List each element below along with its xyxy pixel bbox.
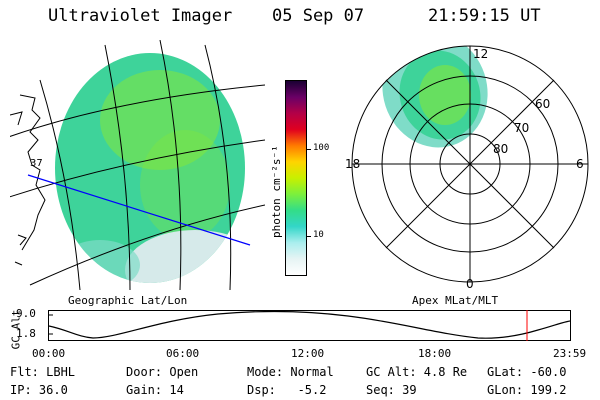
info-geo-latitude: GLat: -60.0 xyxy=(487,365,567,379)
info-mode: Mode: Normal xyxy=(247,365,334,379)
colorbar-tick-100: 100 xyxy=(313,143,330,153)
time-tick-1800: 18:00 xyxy=(418,347,452,360)
geographic-grid xyxy=(10,40,265,290)
info-filter: Flt: LBHL xyxy=(10,365,76,379)
time-tick-0000: 00:00 xyxy=(32,347,66,360)
altitude-curve xyxy=(48,310,571,339)
info-gc-altitude: GC Alt: 4.8 Re xyxy=(366,365,468,379)
info-geo-longitude: GLon: 199.2 xyxy=(487,383,567,397)
mlt-label-0: 0 xyxy=(466,277,474,290)
mlt-label-6: 6 xyxy=(576,157,584,171)
info-gain: Gain: 14 xyxy=(126,383,184,397)
image-time: 21:59:15 UT xyxy=(428,6,541,26)
info-door: Door: Open xyxy=(126,365,199,379)
polar-grid xyxy=(351,45,589,283)
satellite-track-line xyxy=(27,174,251,246)
colorbar xyxy=(285,80,307,276)
colorbar-unit-label: photon cm⁻²s⁻¹ xyxy=(270,145,283,238)
colorbar-tick-mark-10 xyxy=(306,236,311,237)
mlat-label-60: 60 xyxy=(535,97,550,111)
mlt-label-12: 12 xyxy=(473,47,488,61)
info-ip: IP: 36.0 xyxy=(10,383,68,397)
colorbar-tick-10: 10 xyxy=(313,230,324,240)
polar-panel-label: Apex MLat/MLT xyxy=(412,294,499,307)
info-sequence: Seq: 39 xyxy=(366,383,417,397)
colorbar-tick-mark-100 xyxy=(306,149,311,150)
time-tick-2359: 23:59 xyxy=(553,347,587,360)
info-dsp: Dsp: -5.2 xyxy=(247,383,327,397)
image-date: 05 Sep 07 xyxy=(272,6,365,26)
altitude-tick-min: 1.8 xyxy=(16,327,36,340)
altitude-plot xyxy=(48,310,571,341)
instrument-title: Ultraviolet Imager xyxy=(48,6,233,26)
mlat-label-80: 80 xyxy=(493,142,508,156)
polar-image-panel: 12 18 6 0 60 70 80 xyxy=(345,45,589,290)
altitude-tick-max: 9.0 xyxy=(16,307,36,320)
coast-latitude-label: 37 xyxy=(30,158,43,169)
mlat-label-70: 70 xyxy=(514,121,529,135)
coastline xyxy=(10,94,46,266)
time-tick-0600: 06:00 xyxy=(166,347,200,360)
time-tick-1200: 12:00 xyxy=(291,347,325,360)
geographic-panel-label: Geographic Lat/Lon xyxy=(68,294,188,307)
mlt-label-18: 18 xyxy=(345,157,360,171)
geographic-image-panel: 37 xyxy=(10,40,265,290)
